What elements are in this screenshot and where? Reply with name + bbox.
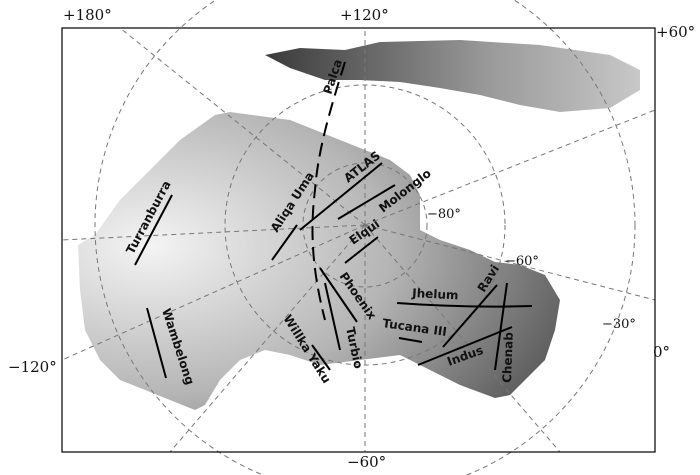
coordinate-labels: +180° +120° +60° −120° −60° 0° −80° −60°… — [8, 6, 695, 471]
stream-atlas-line — [299, 162, 383, 231]
grid-meridian — [61, 224, 366, 361]
label-ra-minus60: −60° — [347, 453, 386, 471]
stream-turranburra-line — [134, 194, 173, 266]
stream-willka-yaku-line — [311, 344, 331, 371]
stream-phoenix-line — [319, 267, 358, 323]
stream-molonglo-line — [337, 184, 396, 220]
grid-meridian — [364, 109, 656, 226]
plot-frame — [61, 27, 656, 453]
stream-aliqa-uma-line — [271, 224, 298, 261]
label-ra-minus120: −120° — [8, 358, 57, 376]
stream-ravi-line — [442, 284, 498, 348]
label-ra-plus60: +60° — [656, 23, 695, 41]
stream-indus-line — [417, 326, 513, 366]
label-ra-plus120: +120° — [340, 6, 389, 24]
stream-palca-line — [311, 61, 346, 321]
stream-chenab-line — [494, 282, 508, 371]
stream-turbio-line — [324, 282, 341, 351]
grid-meridian — [61, 224, 366, 241]
grid-meridian — [364, 224, 656, 301]
stream-tucana-iii-line — [398, 337, 423, 343]
label-ra-plus180: +180° — [63, 6, 112, 24]
label-chenab: Chenab — [500, 332, 516, 384]
grid-circle-30 — [94, 0, 636, 475]
coordinate-grid — [61, 0, 656, 475]
footprint-north-strip — [265, 40, 640, 112]
grid-circle-80 — [302, 162, 428, 288]
footprint-main — [78, 112, 560, 410]
grid-meridian — [364, 224, 561, 453]
label-dec-minus30: −30° — [602, 317, 636, 332]
grid-meridian — [119, 27, 366, 226]
footprint — [78, 40, 640, 410]
label-dec-minus80: −80° — [427, 207, 461, 222]
grid-meridian — [169, 224, 366, 453]
stream-wambelong-line — [146, 307, 167, 379]
label-jhelum: Jhelum — [411, 286, 459, 302]
streams — [134, 61, 533, 379]
stream-elqui-line — [344, 236, 379, 264]
label-dec-minus60: −60° — [505, 254, 539, 269]
label-dec-0: 0° — [653, 343, 670, 361]
stream-jhelum-line — [396, 302, 533, 308]
